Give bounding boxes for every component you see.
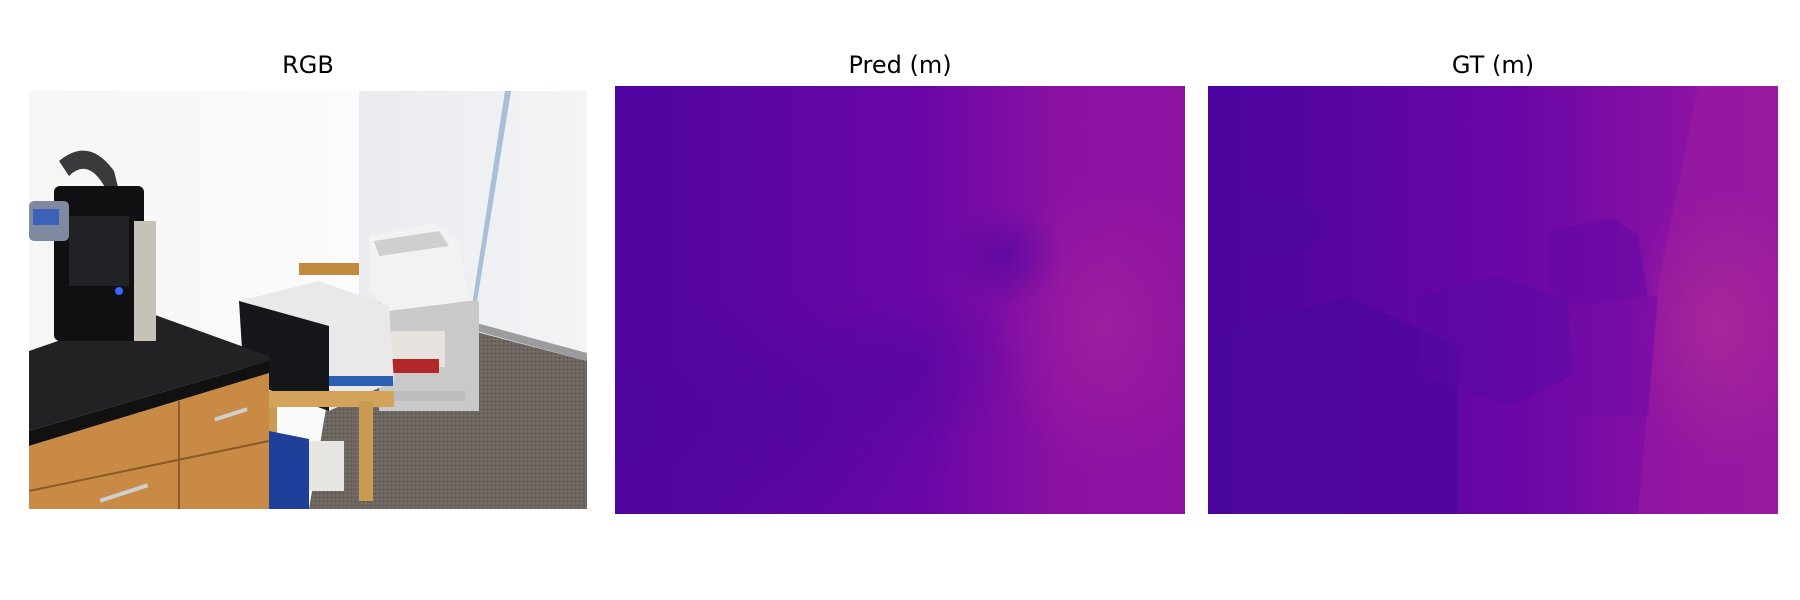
gt-depth-image <box>1208 86 1778 514</box>
pred-depth-map <box>615 86 1185 514</box>
pred-depth-image <box>615 86 1185 514</box>
rgb-image <box>29 91 587 509</box>
rgb-scene <box>29 91 587 509</box>
gt-depth-map <box>1208 86 1778 514</box>
rgb-panel-title: RGB <box>282 51 334 79</box>
pred-panel-title: Pred (m) <box>848 51 952 79</box>
gt-panel-title: GT (m) <box>1451 51 1535 79</box>
